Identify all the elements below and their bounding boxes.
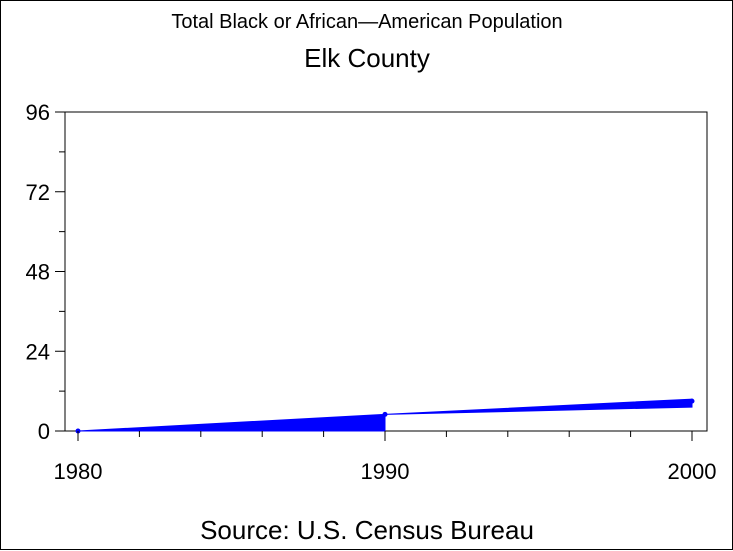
area-series xyxy=(75,398,695,434)
chart-title: Total Black or African—American Populati… xyxy=(171,11,562,33)
x-tick-label: 1990 xyxy=(361,459,410,484)
data-point xyxy=(382,411,388,417)
x-tick-label: 2000 xyxy=(668,459,717,484)
area-segment xyxy=(77,413,386,432)
plot-area xyxy=(64,111,708,432)
y-tick-label: 0 xyxy=(38,419,50,444)
y-tick-label: 96 xyxy=(26,100,50,125)
y-axis: 0 24 48 72 96 xyxy=(26,100,65,444)
y-tick-label: 72 xyxy=(26,180,50,205)
x-tick-label: 1980 xyxy=(54,459,103,484)
chart-subtitle: Elk County xyxy=(304,43,430,73)
data-point xyxy=(689,398,695,404)
source-footer: Source: U.S. Census Bureau xyxy=(200,515,534,545)
x-axis: 1980 1990 2000 xyxy=(54,431,717,484)
y-tick-label: 24 xyxy=(26,339,50,364)
y-tick-label: 48 xyxy=(26,260,50,285)
